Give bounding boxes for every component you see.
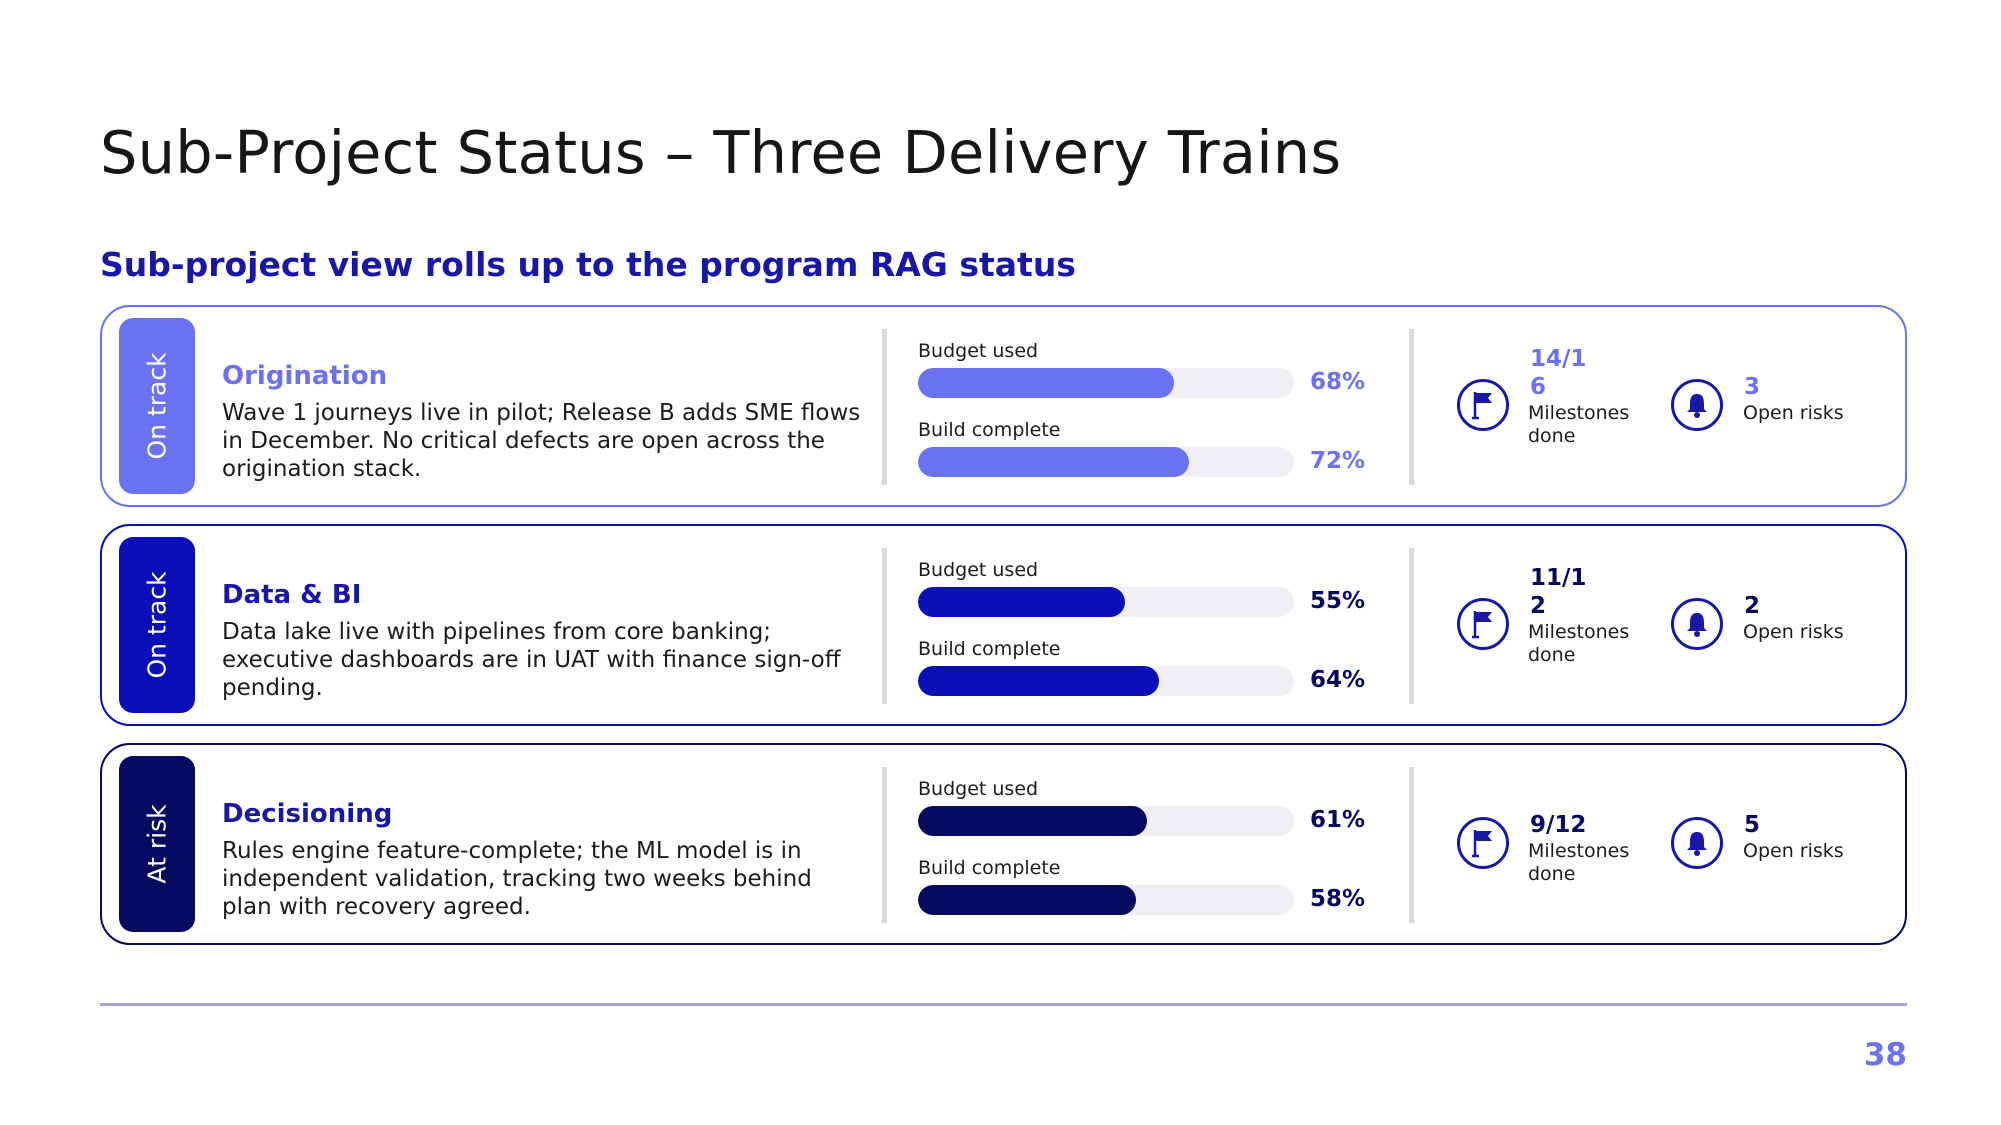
footer-divider [100,1003,1907,1006]
bell-icon [1671,598,1723,650]
budget-progress-bar [918,806,1294,836]
bell-icon [1671,817,1723,869]
budget-label: Budget used [918,559,1039,581]
build-progress-fill [918,447,1189,477]
milestones-label: Milestones done [1528,621,1630,666]
column-divider [1409,767,1414,923]
column-divider [882,329,887,485]
budget-progress-fill [918,368,1174,398]
status-badge: At risk [119,756,195,932]
build-progress-fill [918,666,1159,696]
subproject-card-decisioning: At risk Decisioning Rules engine feature… [100,743,1907,945]
build-label: Build complete [918,638,1061,660]
risks-value: 5 [1744,812,1761,838]
build-percent: 64% [1310,667,1366,693]
build-percent: 72% [1310,448,1366,474]
risks-value: 3 [1744,374,1761,400]
column-divider [882,767,887,923]
risks-label: Open risks [1743,840,1844,862]
column-divider [882,548,887,704]
budget-label: Budget used [918,340,1039,362]
build-progress-bar [918,885,1294,915]
budget-progress-bar [918,368,1294,398]
risks-value: 2 [1744,593,1761,619]
milestones-label: Milestones done [1528,402,1630,447]
subproject-name: Data & BI [222,580,362,610]
subproject-list: On track Origination Wave 1 journeys liv… [100,305,1907,962]
flag-icon [1457,817,1509,869]
build-label: Build complete [918,857,1061,879]
budget-progress-fill [918,806,1148,836]
bell-icon [1671,379,1723,431]
subproject-description: Rules engine feature-complete; the ML mo… [222,838,812,920]
milestones-value: 9/12 [1530,812,1587,838]
build-progress-bar [918,666,1294,696]
build-progress-bar [918,447,1294,477]
budget-percent: 55% [1310,588,1366,614]
column-divider [1409,329,1414,485]
status-badge: On track [119,318,195,494]
slide-title: Sub-Project Status – Three Delivery Trai… [100,118,1342,187]
column-divider [1409,548,1414,704]
subproject-name: Origination [222,361,388,391]
status-label: On track [142,352,172,460]
slide-subtitle: Sub-project view rolls up to the program… [100,245,1076,284]
subproject-description: Data lake live with pipelines from core … [222,619,841,701]
flag-icon [1457,598,1509,650]
milestones-value: 14/16 [1530,346,1587,400]
build-progress-fill [918,885,1137,915]
risks-label: Open risks [1743,621,1844,643]
budget-progress-fill [918,587,1125,617]
subproject-description: Wave 1 journeys live in pilot; Release B… [222,400,861,482]
flag-icon [1457,379,1509,431]
budget-progress-bar [918,587,1294,617]
milestones-label: Milestones done [1528,840,1630,885]
subproject-card-origination: On track Origination Wave 1 journeys liv… [100,305,1907,507]
build-label: Build complete [918,419,1061,441]
budget-percent: 68% [1310,369,1366,395]
build-percent: 58% [1310,886,1366,912]
subproject-name: Decisioning [222,799,393,829]
status-label: On track [142,571,172,679]
budget-label: Budget used [918,778,1039,800]
budget-percent: 61% [1310,807,1366,833]
page-number: 38 [1863,1037,1907,1073]
status-badge: On track [119,537,195,713]
milestones-value: 11/12 [1530,565,1587,619]
status-label: At risk [142,804,172,884]
risks-label: Open risks [1743,402,1844,424]
subproject-card-data-bi: On track Data & BI Data lake live with p… [100,524,1907,726]
